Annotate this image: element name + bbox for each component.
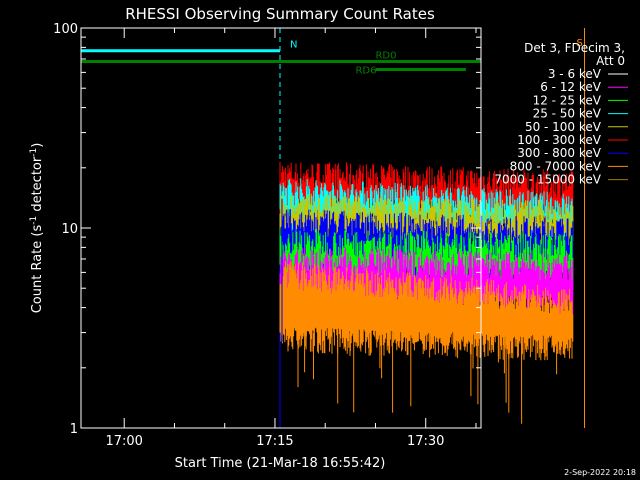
- y-label-main: Count Rate (s: [30, 225, 45, 314]
- x-tick-label-2: 17:30: [407, 434, 444, 449]
- legend-header-0: Det 3, FDecim 3,: [524, 41, 625, 55]
- y-axis-label: Count Rate (s-1 detector-1): [29, 143, 45, 314]
- x-tick-label-1: 17:15: [256, 434, 293, 449]
- trace-800-7000keV: [279, 261, 574, 361]
- legend-label-6: 300 - 800 keV: [517, 146, 601, 160]
- plot-area: N RD0 RD6 S: [81, 28, 586, 428]
- legend-label-2: 12 - 25 keV: [533, 93, 602, 107]
- y-label-end: ): [30, 143, 45, 148]
- legend-label-4: 50 - 100 keV: [525, 120, 602, 134]
- axes: 1 10 100 17:00 17:15 17:30: [53, 22, 482, 449]
- data-segment-0: [279, 162, 574, 428]
- legend-label-1: 6 - 12 keV: [540, 80, 602, 94]
- legend-header-1: Att 0: [596, 54, 625, 68]
- chart-title: RHESSI Observing Summary Count Rates: [125, 5, 435, 23]
- legend-label-3: 25 - 50 keV: [533, 107, 602, 121]
- legend-label-0: 3 - 6 keV: [548, 67, 602, 81]
- flag-label-N: N: [290, 40, 297, 51]
- legend-label-5: 100 - 300 keV: [517, 133, 601, 147]
- flag-label-RD0: RD0: [375, 50, 396, 61]
- legend-label-7: 800 - 7000 keV: [510, 159, 602, 173]
- y-label-mid: detector: [30, 156, 45, 216]
- x-axis-label: Start Time (21-Mar-18 16:55:42): [175, 456, 386, 471]
- trace-drops: [288, 332, 558, 424]
- y-tick-label-2: 100: [53, 22, 78, 37]
- y-label-sup2: -1: [29, 148, 39, 157]
- trace-rise: [279, 198, 283, 428]
- y-tick-label-1: 10: [61, 222, 78, 237]
- legend-label-8: 7000 - 15000 keV: [494, 173, 601, 187]
- y-tick-label-0: 1: [70, 422, 78, 437]
- footer-date: 2-Sep-2022 20:18: [564, 468, 636, 477]
- x-tick-label-0: 17:00: [105, 434, 142, 449]
- flag-label-S: S: [577, 38, 583, 49]
- flag-label-RD6: RD6: [355, 66, 376, 77]
- y-label-sup1: -1: [29, 216, 39, 225]
